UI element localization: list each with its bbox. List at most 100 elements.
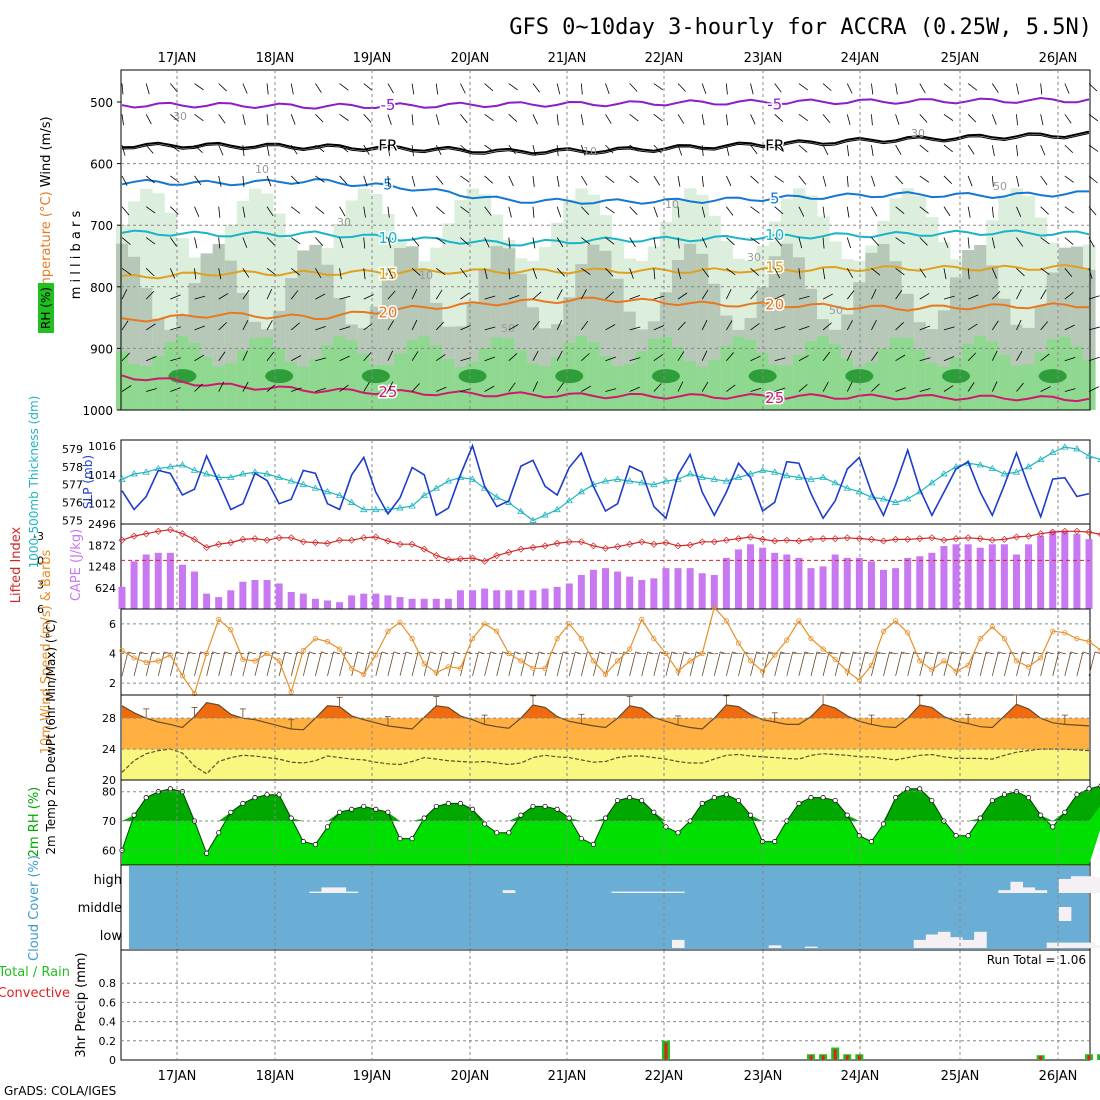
wind-barb [750, 114, 756, 125]
surface-barb [218, 651, 226, 676]
rh-light-cell [490, 337, 504, 410]
rh-contour-label-5: 10 [583, 145, 597, 158]
wind-barb [629, 114, 639, 122]
wind-barb [387, 290, 396, 300]
rh-contour-label-2: 30 [337, 216, 351, 229]
top-day-label-0: 17JAN [158, 51, 197, 66]
wind-barb [194, 325, 205, 331]
wind-barb [701, 289, 709, 300]
li-marker [952, 535, 960, 543]
li-marker [154, 527, 162, 535]
wind-speed-marker [1013, 658, 1020, 664]
wind-barb [822, 322, 832, 331]
rh2m-marker [1074, 792, 1080, 798]
li-marker [976, 535, 984, 543]
rh2m-tick-80: 80 [102, 786, 116, 799]
wind-speed-marker [917, 658, 923, 664]
wind-barb [556, 145, 559, 157]
wind-barb [266, 145, 270, 156]
surface-barb-flag [877, 651, 884, 655]
rh2m-marker [1062, 809, 1068, 815]
li-marker [710, 538, 718, 546]
rh-light-cell [466, 361, 480, 410]
thickness-ylabel: 1000-500mb Thickness (dm) [27, 396, 41, 569]
wind-speed-marker [530, 665, 536, 671]
wind-speed-marker [905, 630, 911, 636]
wind-barb [363, 352, 372, 361]
wind-barb [508, 324, 519, 331]
thickness-marker [1061, 443, 1069, 450]
rh-contour-label-8: 50 [829, 304, 843, 317]
thickness-marker [178, 461, 187, 468]
rh2m-marker [457, 800, 464, 806]
thickness-marker [299, 480, 308, 488]
surface-barb-flag [611, 651, 618, 655]
surface-barb-flag [357, 651, 364, 655]
surface-barb-flag [502, 651, 509, 655]
wind-barb [846, 268, 854, 279]
wind-barb [919, 114, 928, 123]
wind-barb [290, 290, 299, 300]
wind-barb [871, 114, 873, 126]
surface-barb-flag [744, 651, 751, 655]
cape-bar [602, 568, 609, 609]
thickness-marker [988, 464, 997, 471]
thickness-marker [347, 498, 356, 505]
wind-barb [194, 354, 205, 362]
wind-barb [726, 384, 736, 392]
wind-speed-marker [760, 668, 766, 674]
cape-bar [130, 561, 138, 609]
wind-speed-marker [1074, 636, 1080, 642]
cape-bar [952, 544, 960, 609]
cape-bar [299, 593, 307, 609]
wind-barb [194, 206, 200, 217]
cape-bar [456, 590, 464, 609]
surface-barb [230, 651, 238, 676]
surface-barb [447, 651, 455, 676]
rh-light-cell [611, 366, 625, 410]
li-marker [336, 536, 344, 544]
surface-barb-flag [659, 651, 666, 655]
precip-total-legend: Total / Rain [0, 965, 70, 980]
rh2m-marker [433, 803, 439, 809]
rh-light-cell [539, 366, 552, 410]
surface-barb-flag [841, 651, 848, 655]
wind-barb [556, 289, 563, 300]
wind-barb [315, 325, 326, 331]
isotherm-label-2-0: 5 [383, 176, 393, 194]
rh2m-marker [663, 824, 669, 830]
surface-barb-flag [973, 651, 981, 655]
rh-light-cell [502, 338, 516, 410]
cape-bar [154, 552, 162, 609]
wind-tick-6: 6 [109, 618, 116, 631]
wind-barb [266, 268, 277, 276]
wind-barb [532, 114, 538, 125]
wind-speed-marker [651, 636, 657, 642]
wind-barb [508, 382, 516, 392]
wind-speed-marker [953, 668, 959, 674]
wind-barb [290, 175, 300, 185]
rh-light-cell [393, 353, 407, 410]
cape-ylabel: CAPE (J/kg) [69, 529, 84, 601]
wind-barb [798, 325, 810, 331]
rh2m-marker [276, 792, 282, 798]
wind-barb [194, 175, 202, 186]
surface-barb-flag [224, 651, 231, 655]
thickness-marker [130, 470, 138, 477]
surface-barb-flag [563, 651, 570, 655]
wind-barb [363, 323, 373, 331]
wind-barb [822, 293, 833, 300]
wind-speed-marker [675, 668, 681, 674]
thickness-marker [335, 491, 344, 498]
li-marker [215, 540, 223, 548]
wind-barb [339, 83, 349, 91]
wind-barb [798, 268, 801, 280]
cloud-bar-high [1070, 876, 1084, 893]
wind-speed-marker [179, 673, 186, 679]
wind-barb [750, 323, 760, 331]
wind-barb [798, 113, 809, 122]
surface-barb [1088, 651, 1096, 676]
wind-barb [677, 114, 685, 124]
rh-light-cell [297, 366, 310, 410]
precip-conv-bar [1039, 1056, 1043, 1060]
